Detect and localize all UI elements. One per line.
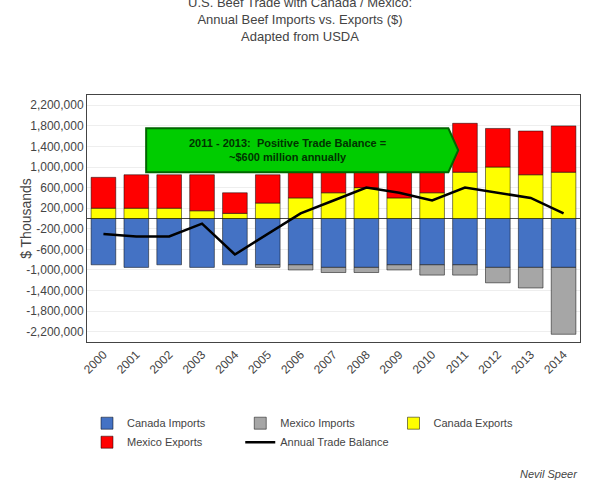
svg-text:-2,200,000: -2,200,000 — [26, 325, 84, 339]
svg-text:600,000: 600,000 — [40, 181, 84, 195]
svg-text:2003: 2003 — [180, 348, 209, 377]
svg-text:-1,000,000: -1,000,000 — [26, 263, 84, 277]
svg-text:200,000: 200,000 — [40, 201, 84, 215]
svg-text:2014: 2014 — [541, 348, 570, 377]
svg-text:2009: 2009 — [377, 348, 406, 377]
svg-text:Annual Trade Balance: Annual Trade Balance — [280, 436, 388, 448]
svg-text:2008: 2008 — [344, 348, 373, 377]
svg-text:-200,000: -200,000 — [36, 222, 84, 236]
svg-text:Mexico Exports: Mexico Exports — [127, 436, 203, 448]
svg-text:U.S. Beef Trade with Canada /: U.S. Beef Trade with Canada / Mexico:Ann… — [188, 0, 412, 44]
svg-text:-600,000: -600,000 — [36, 243, 84, 257]
svg-text:2011: 2011 — [443, 348, 471, 376]
svg-text:2001: 2001 — [114, 348, 143, 377]
svg-text:1,800,000: 1,800,000 — [30, 119, 84, 133]
svg-text:2002: 2002 — [147, 348, 176, 377]
svg-text:2010: 2010 — [410, 348, 439, 377]
svg-text:$ Thousands: $ Thousands — [18, 178, 34, 259]
svg-text:1,400,000: 1,400,000 — [30, 140, 84, 154]
svg-text:Mexico Imports: Mexico Imports — [280, 417, 355, 429]
svg-text:2007: 2007 — [311, 348, 340, 377]
svg-text:-1,800,000: -1,800,000 — [26, 304, 84, 318]
svg-text:2012: 2012 — [475, 348, 504, 377]
svg-text:Canada Imports: Canada Imports — [127, 417, 206, 429]
svg-text:2006: 2006 — [278, 348, 307, 377]
svg-text:2005: 2005 — [245, 348, 274, 377]
svg-text:-1,400,000: -1,400,000 — [26, 284, 84, 298]
svg-text:2011 - 2013: Positive Trade B: 2011 - 2013: Positive Trade Balance =~$6… — [189, 137, 386, 163]
svg-text:1,000,000: 1,000,000 — [30, 160, 84, 174]
svg-text:Canada Exports: Canada Exports — [434, 417, 513, 429]
svg-text:Nevil Speer: Nevil Speer — [520, 468, 578, 480]
svg-text:2000: 2000 — [81, 348, 110, 377]
svg-text:2004: 2004 — [212, 348, 241, 377]
svg-text:2013: 2013 — [508, 348, 537, 377]
svg-text:2,200,000: 2,200,000 — [30, 98, 84, 112]
